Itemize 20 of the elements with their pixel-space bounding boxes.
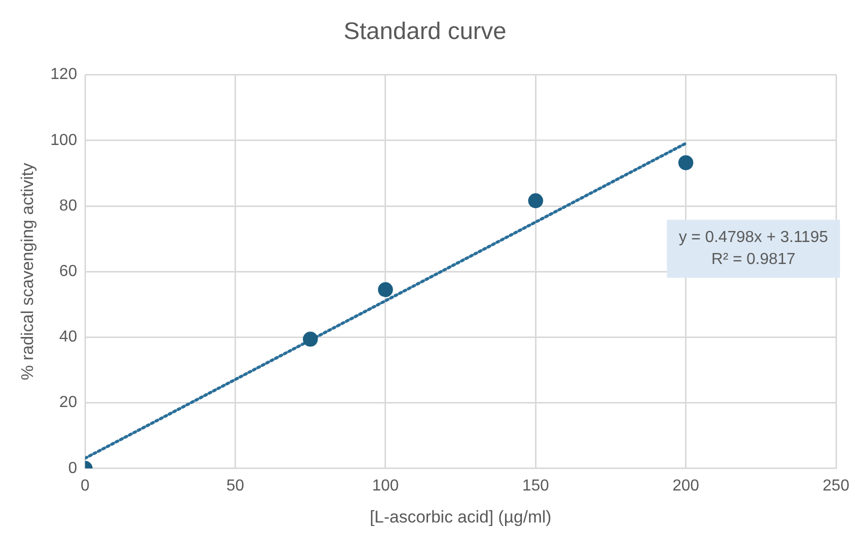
x-tick-label: 0 xyxy=(80,477,90,494)
x-tick-label: 200 xyxy=(672,477,700,494)
x-tick-label: 150 xyxy=(522,477,550,494)
y-tick-label: 100 xyxy=(50,132,78,149)
annotation: y = 0.4798x + 3.1195 xyxy=(678,229,828,246)
x-tick-label: 250 xyxy=(822,477,850,494)
point xyxy=(678,155,694,170)
x-tick-label: 50 xyxy=(226,477,244,494)
x-axis-title: [L-ascorbic acid] (µg/ml) xyxy=(370,507,552,526)
point xyxy=(528,193,544,208)
y-tick-label: 60 xyxy=(59,263,78,280)
y-tick-label: 80 xyxy=(59,197,78,214)
y-tick-label: 40 xyxy=(59,328,78,346)
y-tick-label: 20 xyxy=(59,394,78,412)
x-tick-label: 100 xyxy=(372,477,399,494)
chart-title: Standard curve xyxy=(344,18,506,46)
y-tick-label: 120 xyxy=(50,66,78,84)
y-axis-title: % radical scavenging activity xyxy=(18,162,37,380)
annotation: R² = 0.9817 xyxy=(711,251,796,268)
y-tick-label: 0 xyxy=(68,460,78,477)
